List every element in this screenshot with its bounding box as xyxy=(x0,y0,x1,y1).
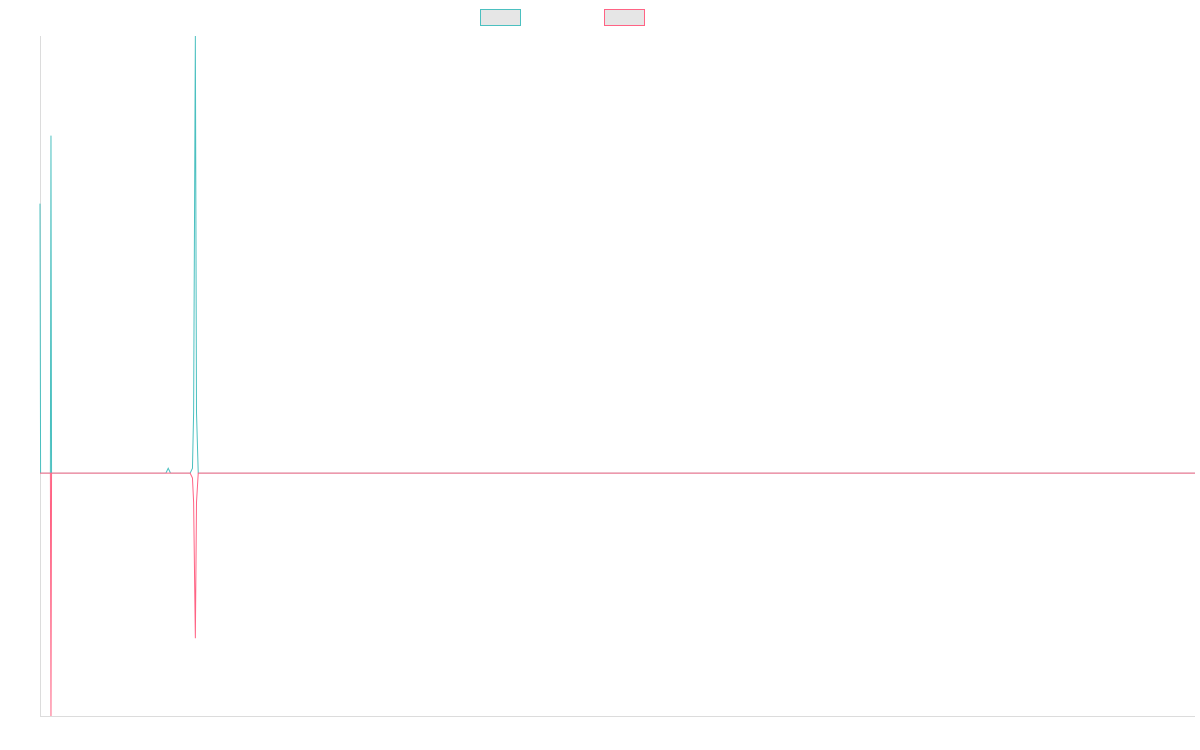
series-layer xyxy=(39,35,1195,717)
legend-swatch-1[interactable] xyxy=(480,9,521,26)
series-line-2 xyxy=(40,472,1195,717)
series-line-1 xyxy=(39,35,1195,474)
legend xyxy=(480,9,645,26)
axes xyxy=(40,36,1195,717)
legend-swatch-2[interactable] xyxy=(604,9,645,26)
